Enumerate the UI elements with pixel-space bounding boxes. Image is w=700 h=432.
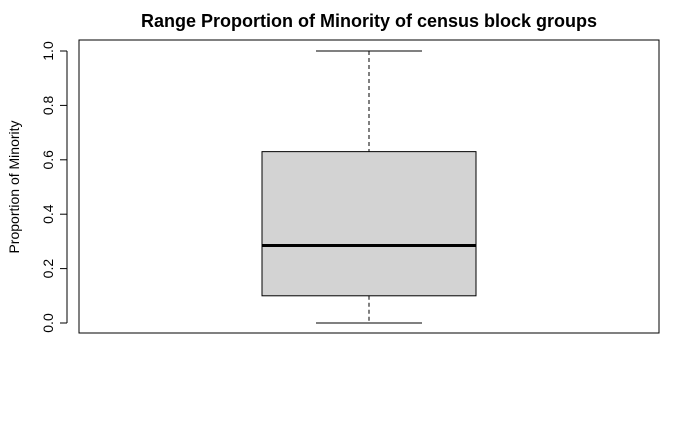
box-group (261, 50, 477, 324)
interquartile-box (261, 151, 477, 297)
y-tick-label: 0.8 (40, 95, 56, 115)
y-tick-label: 1.0 (40, 41, 56, 61)
chart-title: Range Proportion of Minority of census b… (141, 11, 597, 31)
y-tick-label: 0.0 (40, 313, 56, 333)
y-tick-label: 0.2 (40, 259, 56, 279)
y-tick-label: 0.4 (40, 204, 56, 224)
y-axis-label: Proportion of Minority (6, 120, 22, 253)
plot-frame (78, 39, 660, 334)
y-axis-ticks: 0.0 0.2 0.4 0.6 0.8 1.0 (40, 41, 67, 333)
y-tick-label: 0.6 (40, 150, 56, 170)
